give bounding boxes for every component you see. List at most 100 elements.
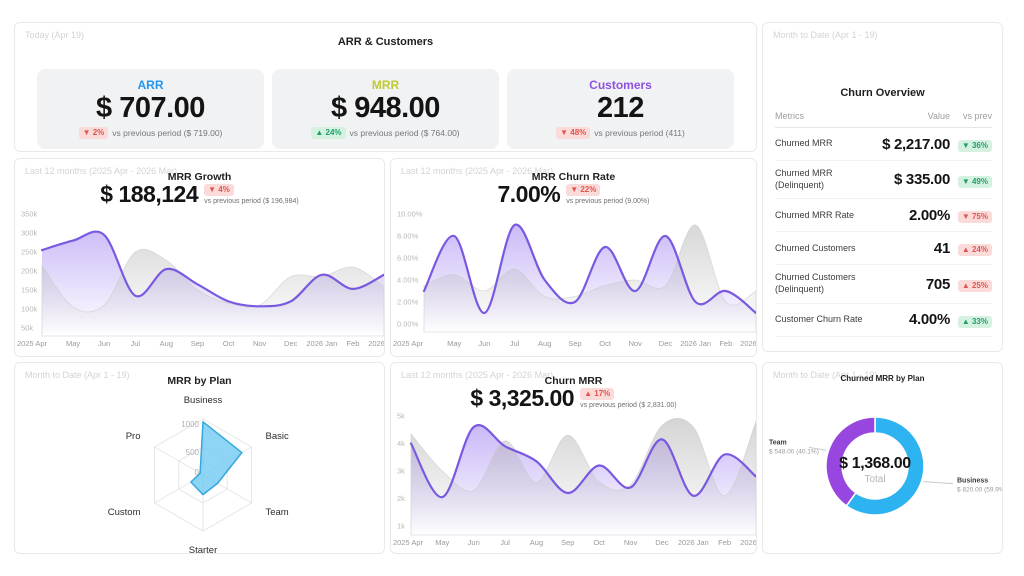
metric-label: Customer Churn Rate [775, 303, 878, 337]
donut-center: $ 1,368.00 Total [815, 455, 935, 485]
chart-title: MRR Churn Rate [531, 171, 616, 183]
delta-badge: ▼ 4% [204, 184, 234, 196]
svg-text:Custom: Custom [108, 507, 141, 518]
panel-title: ARR & Customers [337, 36, 434, 48]
vs-previous-label: vs previous period ($ 719.00) [112, 128, 223, 139]
period-label: Month to Date (Apr 1 - 19) [773, 30, 878, 40]
mrr-by-plan-radar-chart[interactable]: 1000 500 0 Business Basic Team Starter Custom Pr… [15, 363, 384, 553]
arr-customers-panel: Today (Apr 19) ARR & Customers ARR $ 707.… [14, 22, 757, 152]
svg-text:5k: 5k [397, 412, 405, 421]
svg-text:50k: 50k [21, 324, 33, 333]
svg-text:Pro: Pro [126, 431, 141, 442]
svg-text:Aug: Aug [160, 339, 173, 348]
svg-text:2025 Apr: 2025 Apr [393, 339, 424, 348]
svg-text:May: May [435, 538, 449, 547]
kpi-value: $ 707.00 [96, 92, 205, 124]
svg-text:Aug: Aug [538, 339, 551, 348]
kpi-card-customers: Customers 212 ▼ 48% vs previous period (411… [507, 69, 734, 150]
delta-badge: ▼ 22% [566, 184, 601, 196]
delta-badge: ▲ 33% [957, 315, 992, 328]
period-label: Last 12 months (2025 Apr - 2026 Mar) [25, 166, 178, 176]
svg-text:2025 Apr: 2025 Apr [17, 339, 48, 348]
mrr-churn-rate-area-chart[interactable]: 10.00% 8.00% 6.00% 4.00% 2.00% 0.00% 2025 Apr M… [391, 159, 756, 356]
churn-overview-table: Metrics Value vs prev Churned MRR $ 2,217… [775, 107, 992, 337]
svg-text:Dec: Dec [659, 339, 673, 348]
svg-text:2026 Jan: 2026 Jan [680, 339, 711, 348]
svg-text:Nov: Nov [629, 339, 643, 348]
svg-text:Team: Team [265, 507, 288, 518]
svg-text:1000: 1000 [181, 420, 199, 429]
churn-mrr-area-chart[interactable]: 5k 4k 3k 2k 1k 2025 Apr May Jun Jul Aug Sep Oct Nov D… [391, 363, 756, 553]
svg-text:Sep: Sep [568, 339, 581, 348]
svg-text:200k: 200k [21, 267, 38, 276]
svg-text:1k: 1k [397, 522, 405, 531]
svg-text:Sep: Sep [191, 339, 204, 348]
column-vs-prev: vs prev [950, 107, 992, 128]
svg-text:150k: 150k [21, 286, 38, 295]
panel-title: Churn Overview [840, 87, 925, 99]
svg-text:0.00%: 0.00% [397, 320, 419, 329]
kpi-vs-previous: ▼ 2% vs previous period ($ 719.00) [41, 127, 260, 140]
vs-previous-label: vs previous period (9.00%) [566, 198, 650, 205]
kpi-vs-previous: ▲ 24% vs previous period ($ 764.00) [276, 127, 495, 140]
svg-text:100k: 100k [21, 305, 38, 314]
donut-slice-business[interactable] [845, 416, 925, 516]
svg-text:350k: 350k [21, 210, 38, 219]
svg-text:Sep: Sep [561, 538, 574, 547]
table-row: Churned Customers 41 ▲ 24% [775, 231, 992, 266]
svg-text:Feb: Feb [718, 538, 731, 547]
delta-badge: ▲ 24% [957, 244, 992, 257]
kpi-vs-previous: ▼ 48% vs previous period (411) [511, 127, 730, 140]
svg-text:May: May [66, 339, 80, 348]
churn-overview-panel: Month to Date (Apr 1 - 19) Churn Overvie… [762, 22, 1003, 352]
metric-label: Churned Customers (Delinquent) [775, 264, 878, 304]
svg-text:2k: 2k [397, 494, 405, 503]
donut-slice-team[interactable] [825, 416, 876, 507]
mrr-churn-rate-panel: Last 12 months (2025 Apr - 2026 Mar) MRR… [390, 158, 757, 357]
svg-text:Dec: Dec [655, 538, 669, 547]
mrr-growth-area-chart[interactable]: 350k 300k 250k 200k 150k 100k 50k 2025 Apr May Ju… [15, 159, 384, 356]
donut-total-value: $ 1,368.00 [839, 455, 911, 472]
metric-value: 41 [877, 231, 950, 266]
svg-text:Jun: Jun [478, 339, 490, 348]
vs-previous-label: vs previous period ($ 196,984) [204, 198, 299, 205]
kpi-label: MRR [371, 78, 400, 92]
svg-text:Business: Business [184, 395, 223, 406]
metric-label: Churned MRR Rate [775, 198, 878, 233]
period-label: Month to Date (Apr 1 - 19) [773, 370, 878, 380]
svg-text:2.00%: 2.00% [397, 298, 419, 307]
svg-text:6.00%: 6.00% [397, 254, 419, 263]
svg-text:2026 Jan: 2026 Jan [678, 538, 709, 547]
delta-badge: ▼ 48% [556, 127, 591, 140]
delta-badge: ▼ 75% [957, 211, 992, 224]
chart-title: Churn MRR [544, 375, 603, 387]
svg-text:250k: 250k [21, 248, 38, 257]
kpi-label: Customers [589, 78, 652, 92]
table-header-row: Metrics Value vs prev [775, 107, 992, 128]
churned-mrr-donut-chart[interactable]: Business $ 820.00 (59.9%) Team $ 548.00 (40… [763, 363, 1002, 553]
column-metrics: Metrics [775, 107, 878, 128]
delta-badge: ▲ 24% [311, 127, 346, 140]
svg-text:Oct: Oct [223, 339, 236, 348]
column-value: Value [877, 107, 950, 128]
chart-title: MRR by Plan [167, 375, 232, 387]
svg-text:2026 Jan: 2026 Jan [306, 339, 337, 348]
chart-value: 7.00% [497, 181, 561, 207]
mrr-growth-panel: Last 12 months (2025 Apr - 2026 Mar) MRR… [14, 158, 385, 357]
kpi-cards: ARR $ 707.00 ▼ 2% vs previous period ($ 719… [37, 69, 734, 150]
period-label: Last 12 months (2025 Apr - 2026 Mar) [401, 166, 554, 176]
metric-value: $ 2,217.00 [877, 127, 950, 161]
table-row: Churned MRR (Delinquent) $ 335.00 ▼ 49% [775, 160, 992, 200]
chart-title: Churned MRR by Plan [840, 374, 925, 383]
svg-text:8.00%: 8.00% [397, 232, 419, 241]
svg-text:500: 500 [186, 448, 200, 457]
svg-text:4k: 4k [397, 439, 405, 448]
svg-text:May: May [447, 339, 461, 348]
period-label: Today (Apr 19) [25, 30, 85, 40]
donut-label-value: $ 820.00 (59.9%) [957, 487, 1002, 494]
kpi-label: ARR [137, 78, 164, 92]
svg-text:Oct: Oct [599, 339, 612, 348]
svg-text:300k: 300k [21, 229, 38, 238]
chart-value: $ 3,325.00 [470, 385, 575, 411]
